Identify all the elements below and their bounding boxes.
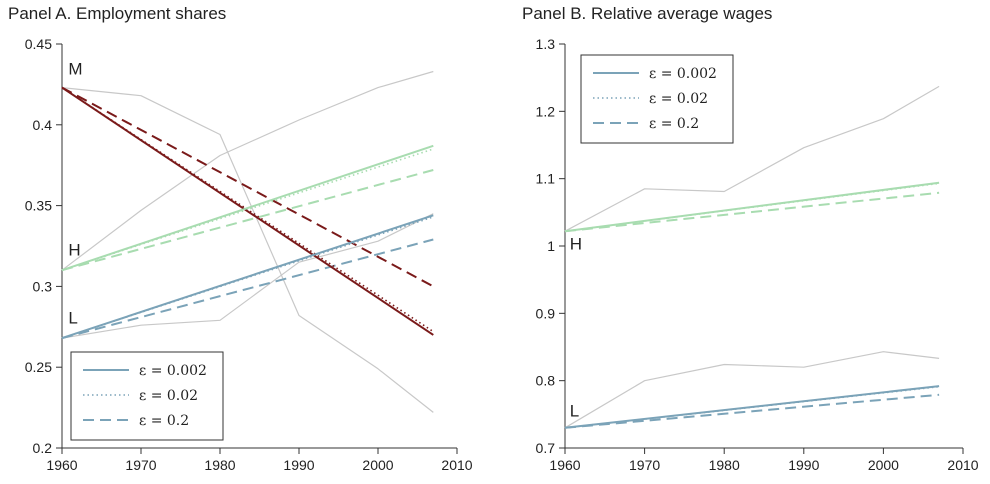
panel-a-legend-label: ε = 0.02 <box>139 388 198 404</box>
panel-b-y-tick-label: 0.9 <box>536 305 556 321</box>
panel-a-chart: 0.2 0.25 0.3 0.35 0.4 0.45 1960 1970 1980 1990 200… <box>25 36 473 473</box>
panel-b-series-h-solid <box>564 181 940 233</box>
panel-a-y-tick-label: 0.2 <box>33 440 53 456</box>
panel-a-x-tick-label: 2010 <box>441 457 472 473</box>
panel-b: Panel B. Relative average wages 0.7 0.8 0.… <box>495 0 990 484</box>
panel-b-y-tick-label: 1 <box>547 238 555 254</box>
panel-a-label-m: M <box>68 60 82 79</box>
panel-a-legend-box <box>70 351 224 441</box>
panel-a-series-l-dotted <box>61 216 434 339</box>
panel-b-legend-label: ε = 0.02 <box>649 91 708 107</box>
panel-b-series-h-dashed <box>564 191 940 233</box>
panel-a-series-m-dashed <box>61 86 434 288</box>
panel-a-x-tick-label: 1980 <box>204 457 235 473</box>
panel-b-y-tick-label: 1.3 <box>536 36 556 52</box>
panel-a-label-h: H <box>68 241 80 260</box>
panel-a-y-tick-label: 0.3 <box>33 278 53 294</box>
panel-a-series-m-dotted <box>61 86 434 333</box>
panel-b-y-tick-label: 0.7 <box>536 440 556 456</box>
panel-b-y-tick-label: 0.8 <box>536 373 556 389</box>
panel-b-x-tick-label: 1980 <box>709 457 740 473</box>
panel-a-label-l: L <box>68 309 77 328</box>
panel-a-x-tick-label: 1970 <box>125 457 156 473</box>
panel-b-series-l-solid <box>564 385 940 429</box>
panel-a-series-h-solid <box>61 144 434 272</box>
panel-a-series-m-data <box>61 87 434 413</box>
panel-a-series-l-solid <box>61 214 434 340</box>
panel-b-legend-label: ε = 0.2 <box>649 116 699 132</box>
panel-b-label-l: L <box>570 401 579 420</box>
panel-a-y-tick-label: 0.4 <box>33 117 53 133</box>
panel-a-series-h-data <box>61 70 434 271</box>
panel-b-label-h: H <box>570 234 582 253</box>
panel-a-series-l-dashed <box>61 238 434 340</box>
panel-a-x-tick-label: 1990 <box>283 457 314 473</box>
panel-b-legend-box <box>580 54 734 144</box>
panel-b-series-l-dashed <box>564 393 940 429</box>
panel-b-x-tick-label: 1990 <box>788 457 819 473</box>
panel-b-x-tick-label: 1970 <box>629 457 660 473</box>
panel-a-legend-label: ε = 0.2 <box>139 413 189 429</box>
panel-b-series-l-data <box>564 351 940 429</box>
panel-a-y-tick-label: 0.25 <box>25 359 52 375</box>
panel-b-chart: 0.7 0.8 0.9 1 1.1 1.2 1.3 1960 1970 1980 1990 2000 2… <box>536 36 979 473</box>
panel-b-y-tick-label: 1.2 <box>536 103 556 119</box>
panel-b-series-h-data <box>564 85 940 232</box>
panel-a-series-h-dotted <box>61 148 434 271</box>
panel-a-x-tick-label: 2000 <box>362 457 393 473</box>
panel-a-y-tick-label: 0.45 <box>25 36 52 52</box>
panel-a-series-l-data <box>61 213 434 339</box>
panel-a-series-m-solid <box>61 86 434 336</box>
panel-a-legend-label: ε = 0.002 <box>139 363 207 379</box>
panel-a-title: Panel A. Employment shares <box>8 4 227 23</box>
panel-b-x-tick-label: 2010 <box>947 457 978 473</box>
panel-b-x-tick-label: 1960 <box>549 457 580 473</box>
panel-b-x-tick-label: 2000 <box>868 457 899 473</box>
panel-a: Panel A. Employment shares 0.2 0.25 0.3 0.3… <box>8 4 473 473</box>
panel-b-legend-label: ε = 0.002 <box>649 66 717 82</box>
panel-b-y-tick-label: 1.1 <box>536 171 556 187</box>
panel-b-title: Panel B. Relative average wages <box>522 4 773 23</box>
panel-a-x-tick-label: 1960 <box>46 457 77 473</box>
panel-a-series-h-dashed <box>61 169 434 272</box>
panel-a-y-tick-label: 0.35 <box>25 198 52 214</box>
